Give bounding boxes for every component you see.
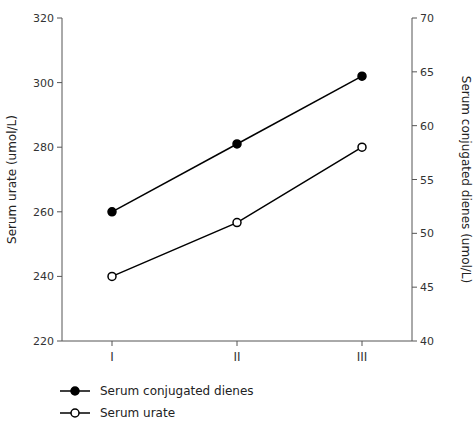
legend-marker xyxy=(71,409,79,417)
y2-tick-label: 40 xyxy=(420,335,434,348)
y2-tick-label: 45 xyxy=(420,281,434,294)
y2-tick xyxy=(412,18,417,19)
y-tick-label: 320 xyxy=(33,12,54,25)
y2-axis-label: Serum conjugated dienes (umol/L) xyxy=(459,76,473,283)
chart: 22024026028030032040455055606570IIIIIISe… xyxy=(0,0,474,441)
series-line xyxy=(112,76,362,212)
series-point xyxy=(233,219,241,227)
y-tick-label: 220 xyxy=(33,335,54,348)
y-tick-label: 300 xyxy=(33,77,54,90)
plot-area xyxy=(108,72,366,280)
y-tick xyxy=(57,276,62,277)
x-tick xyxy=(237,341,238,346)
y2-tick xyxy=(412,287,417,288)
y2-tick-label: 70 xyxy=(420,12,434,25)
y-tick xyxy=(57,18,62,19)
y2-tick-label: 55 xyxy=(420,174,434,187)
y-axis-line xyxy=(62,18,63,341)
x-tick-label: II xyxy=(233,350,240,364)
series-point xyxy=(358,143,366,151)
legend-label: Serum urate xyxy=(100,406,175,420)
y-tick xyxy=(57,82,62,83)
y-tick xyxy=(57,147,62,148)
x-tick-label: I xyxy=(110,350,114,364)
series-point xyxy=(108,208,116,216)
legend: Serum conjugated dienes Serum urate xyxy=(60,384,254,420)
y2-tick-label: 60 xyxy=(420,120,434,133)
y-tick-label: 240 xyxy=(33,270,54,283)
y-tick xyxy=(57,341,62,342)
y2-tick xyxy=(412,71,417,72)
y-axis-label: Serum urate (umol/L) xyxy=(5,115,19,244)
y-tick-label: 260 xyxy=(33,206,54,219)
y2-tick xyxy=(412,341,417,342)
series-point xyxy=(108,272,116,280)
x-tick-label: III xyxy=(357,350,368,364)
series-line xyxy=(112,147,362,276)
y2-tick xyxy=(412,179,417,180)
series-point xyxy=(358,72,366,80)
x-tick xyxy=(362,341,363,346)
legend-label: Serum conjugated dienes xyxy=(100,384,254,398)
series-point xyxy=(233,140,241,148)
y-tick-label: 280 xyxy=(33,141,54,154)
y-tick xyxy=(57,211,62,212)
y2-tick xyxy=(412,233,417,234)
x-tick xyxy=(112,341,113,346)
y2-tick xyxy=(412,125,417,126)
y2-tick-label: 50 xyxy=(420,227,434,240)
legend-marker xyxy=(71,387,79,395)
y2-tick-label: 65 xyxy=(420,66,434,79)
